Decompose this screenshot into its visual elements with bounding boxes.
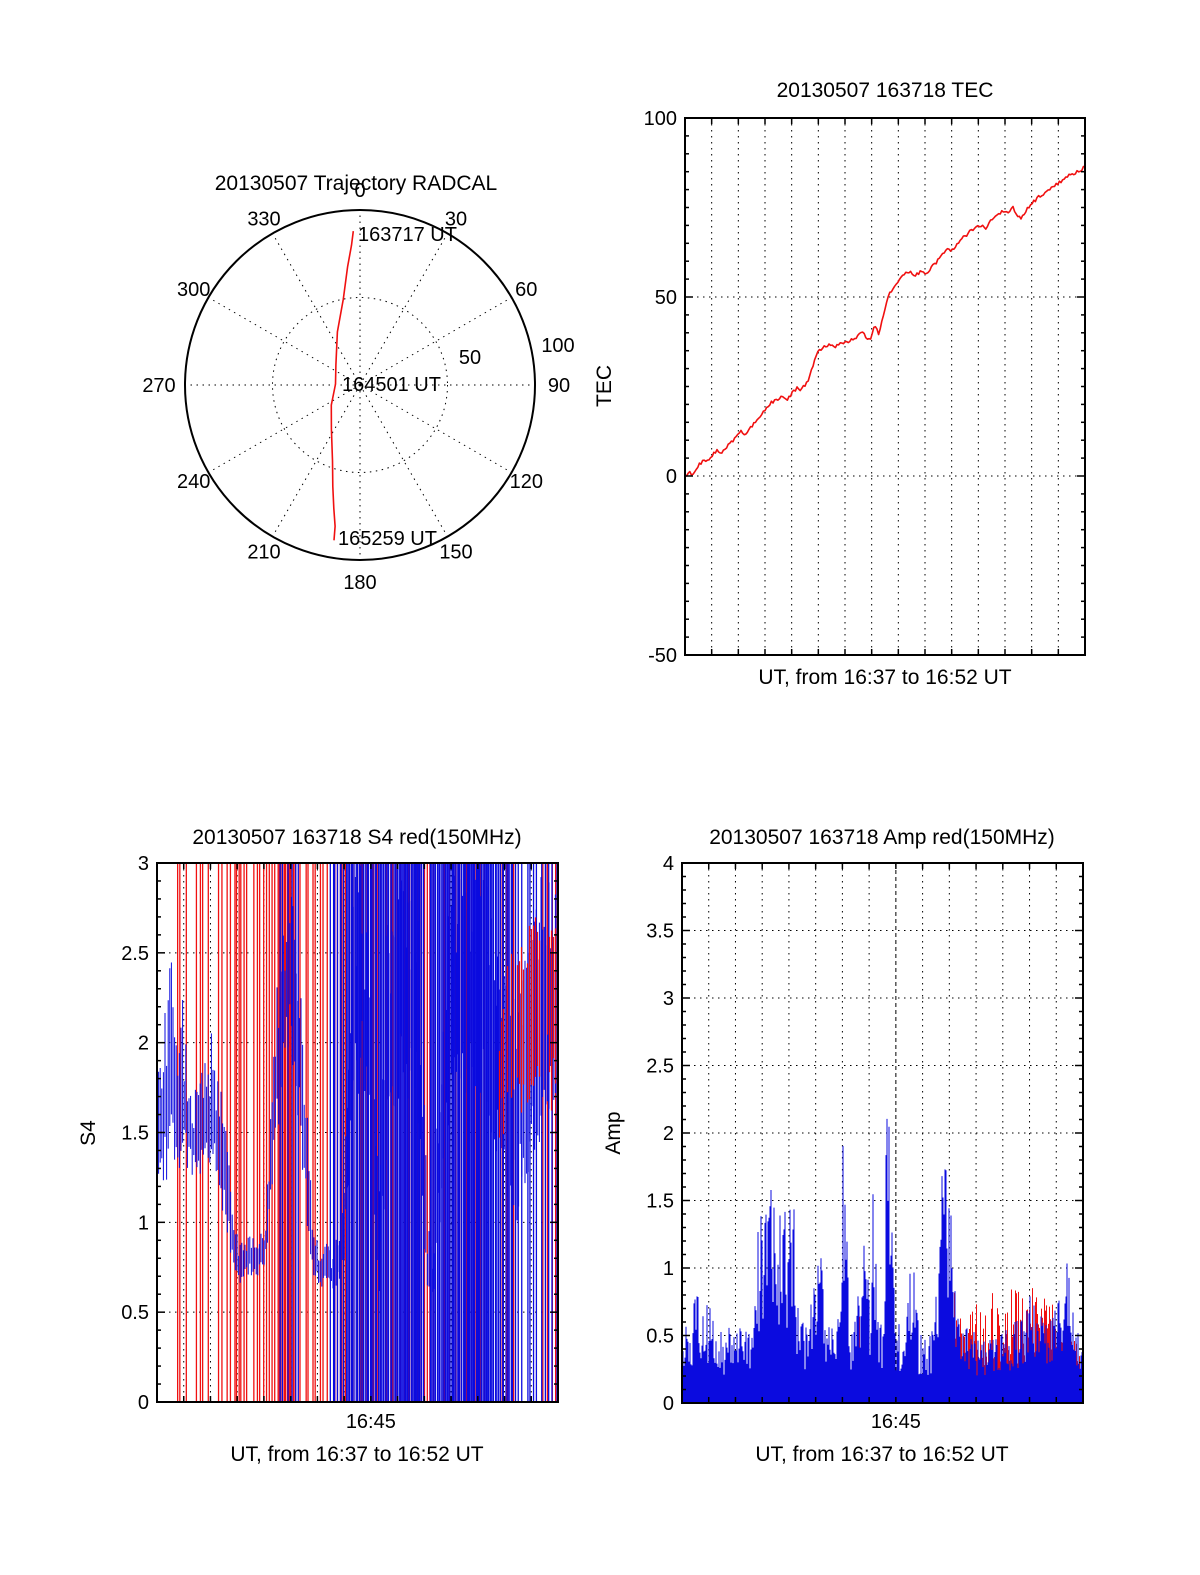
amp-xtick-labels: 16:45	[871, 1411, 921, 1433]
amp-ylabel: Amp	[602, 1111, 625, 1154]
s4-ytick-labels: 3 2.5 2 1.5 1 0.5 0	[121, 853, 149, 1414]
svg-text:50: 50	[459, 347, 481, 369]
svg-text:0.5: 0.5	[121, 1302, 149, 1324]
amp-data	[681, 1118, 1084, 1403]
svg-text:16:45: 16:45	[871, 1411, 921, 1433]
svg-text:0: 0	[663, 1393, 674, 1415]
svg-text:16:45: 16:45	[346, 1411, 396, 1433]
annotation-mid-time: 164501 UT	[342, 374, 441, 396]
svg-text:1: 1	[138, 1212, 149, 1234]
polar-panel: 20130507 Trajectory RADCAL 0 30 60 90 120 150…	[142, 172, 574, 594]
svg-text:50: 50	[655, 287, 677, 309]
svg-text:1: 1	[663, 1258, 674, 1280]
s4-data	[156, 863, 559, 1402]
svg-text:90: 90	[548, 375, 570, 397]
trajectory-line	[330, 230, 355, 541]
svg-text:60: 60	[515, 279, 537, 301]
polar-title: 20130507 Trajectory RADCAL	[215, 172, 498, 195]
tec-grid	[685, 118, 1085, 655]
svg-text:2.5: 2.5	[121, 943, 149, 965]
tec-ticks	[685, 117, 1085, 656]
svg-text:0.5: 0.5	[646, 1326, 674, 1348]
polar-grid	[184, 209, 536, 561]
amp-axes-box	[681, 862, 1084, 1404]
svg-text:100: 100	[644, 108, 677, 130]
amp-ytick-labels: 4 3.5 3 2.5 2 1.5 1 0.5 0	[646, 853, 674, 1415]
tec-panel: 20130507 163718 TEC TEC UT, from 16:37 t…	[593, 79, 1086, 689]
svg-text:120: 120	[510, 471, 543, 493]
amp-panel: 20130507 163718 Amp red(150MHz) Amp UT, …	[602, 826, 1084, 1466]
svg-text:100: 100	[541, 335, 574, 357]
svg-text:1.5: 1.5	[121, 1123, 149, 1145]
svg-text:2: 2	[663, 1123, 674, 1145]
svg-text:3: 3	[138, 853, 149, 875]
annotation-start-time: 163717 UT	[358, 224, 457, 246]
svg-text:3.5: 3.5	[646, 921, 674, 943]
s4-axes-box	[156, 862, 559, 1403]
tec-line	[684, 165, 1086, 477]
svg-text:300: 300	[177, 279, 210, 301]
svg-text:-50: -50	[648, 645, 677, 667]
svg-text:270: 270	[142, 375, 175, 397]
s4-title: 20130507 163718 S4 red(150MHz)	[192, 826, 521, 849]
svg-text:2.5: 2.5	[646, 1056, 674, 1078]
svg-text:210: 210	[247, 541, 280, 563]
svg-text:2: 2	[138, 1033, 149, 1055]
amp-xlabel: UT, from 16:37 to 16:52 UT	[755, 1443, 1008, 1466]
polar-radial-labels: 50 100	[459, 335, 575, 369]
tec-ytick-labels: 100 50 0 -50	[644, 108, 677, 667]
s4-xlabel: UT, from 16:37 to 16:52 UT	[230, 1443, 483, 1466]
svg-text:330: 330	[247, 209, 280, 231]
tec-title: 20130507 163718 TEC	[777, 79, 994, 102]
svg-text:3: 3	[663, 988, 674, 1010]
svg-text:0: 0	[354, 180, 365, 202]
svg-text:4: 4	[663, 853, 674, 875]
amp-title: 20130507 163718 Amp red(150MHz)	[709, 826, 1055, 849]
s4-ylabel: S4	[77, 1120, 100, 1146]
tec-axes-box	[684, 117, 1086, 656]
annotation-end-time: 165259 UT	[338, 528, 437, 550]
svg-text:0: 0	[138, 1392, 149, 1414]
svg-text:30: 30	[445, 209, 467, 231]
svg-text:150: 150	[439, 541, 472, 563]
svg-text:0: 0	[666, 466, 677, 488]
svg-text:180: 180	[343, 572, 376, 594]
tec-xlabel: UT, from 16:37 to 16:52 UT	[758, 666, 1011, 689]
s4-panel: 20130507 163718 S4 red(150MHz) S4 UT, fr…	[77, 826, 559, 1466]
svg-text:1.5: 1.5	[646, 1191, 674, 1213]
s4-xtick-labels: 16:45	[346, 1411, 396, 1433]
tec-ylabel: TEC	[593, 365, 616, 407]
polar-azimuth-labels: 0 30 60 90 120 150 180 210 240 270 300 330	[142, 180, 570, 594]
svg-text:240: 240	[177, 471, 210, 493]
